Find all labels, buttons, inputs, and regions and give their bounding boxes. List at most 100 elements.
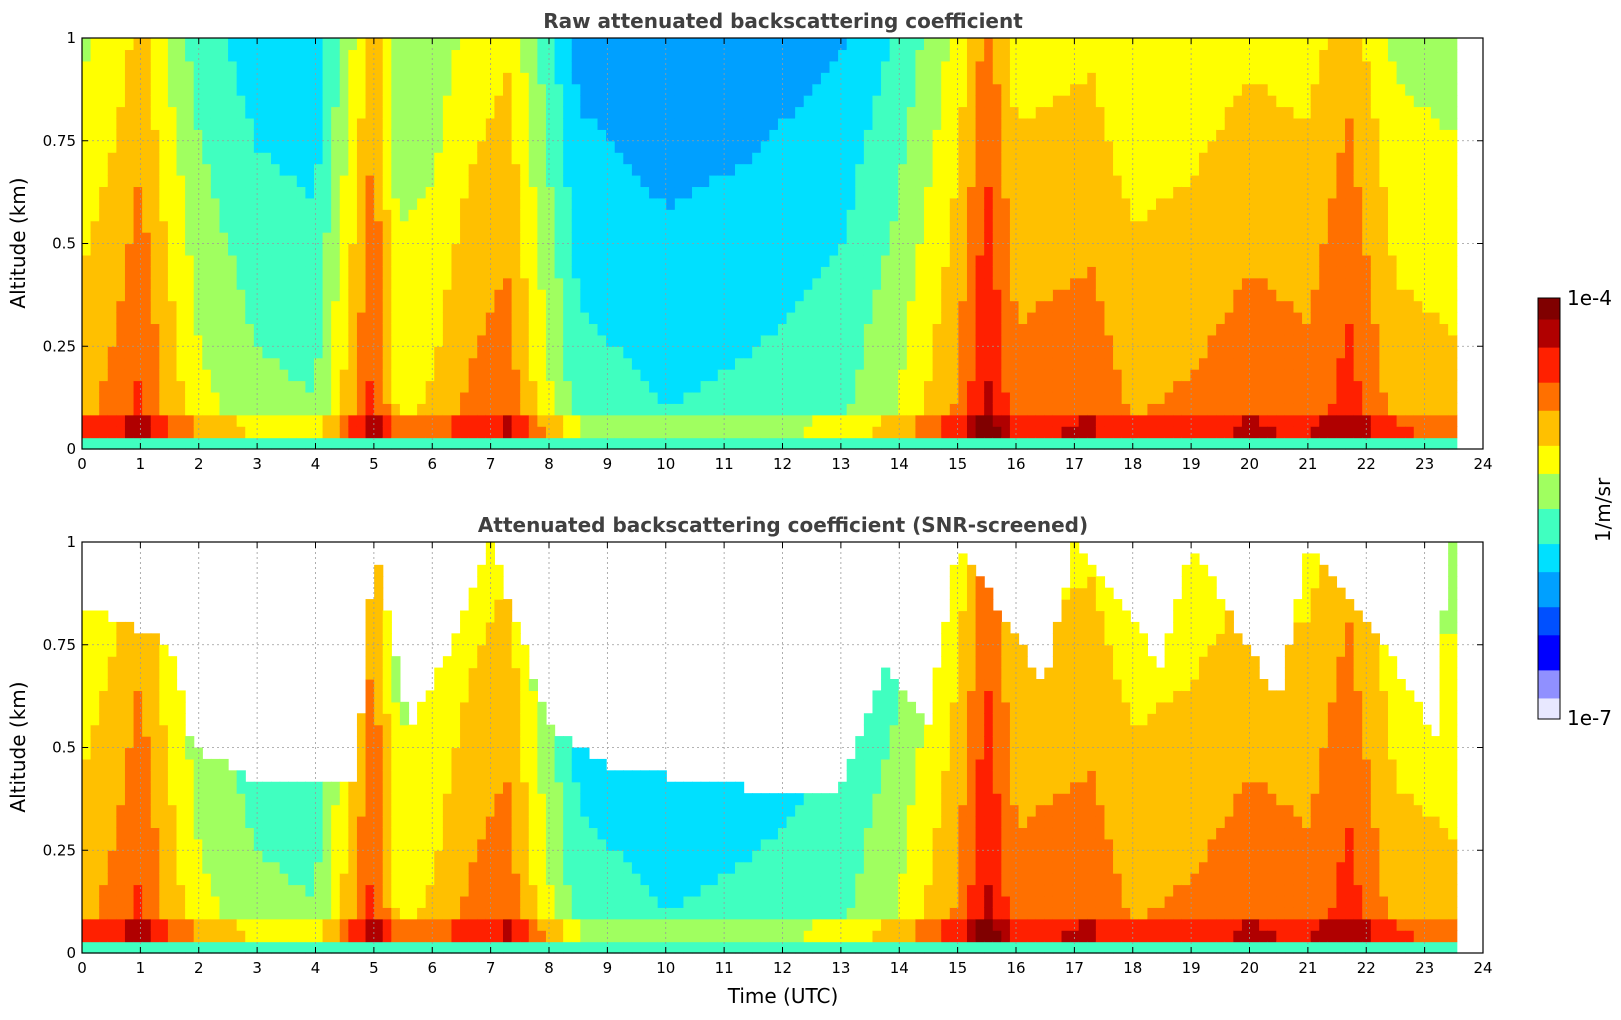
heatmap-cell <box>468 129 478 142</box>
heatmap-cell <box>82 232 92 245</box>
heatmap-cell <box>1104 277 1114 290</box>
heatmap-cell <box>1224 49 1234 62</box>
heatmap-cell <box>313 357 324 370</box>
heatmap-cell <box>185 38 195 51</box>
heatmap-cell <box>348 334 358 347</box>
heatmap-cell <box>1052 232 1063 245</box>
heatmap-cell <box>99 346 109 359</box>
heatmap-cell <box>966 266 977 279</box>
heatmap-cell <box>881 129 891 142</box>
heatmap-cell <box>1078 38 1088 51</box>
heatmap-cell <box>941 152 951 165</box>
heatmap-cell <box>82 197 92 210</box>
heatmap-cell <box>855 140 865 153</box>
heatmap-cell <box>408 266 418 279</box>
heatmap-cell <box>941 117 951 130</box>
heatmap-cell <box>99 72 109 85</box>
heatmap-cell <box>176 323 186 336</box>
heatmap-cell <box>1259 426 1269 439</box>
heatmap-cell <box>829 140 839 153</box>
heatmap-cell <box>597 186 607 199</box>
heatmap-cell <box>872 232 882 245</box>
heatmap-cell <box>563 312 573 325</box>
heatmap-cell <box>1224 106 1234 119</box>
heatmap-cell <box>150 403 160 416</box>
heatmap-cell <box>709 72 719 85</box>
heatmap-cell <box>219 277 229 290</box>
heatmap-cell <box>365 380 375 393</box>
heatmap-cell <box>425 369 435 382</box>
heatmap-cell <box>992 437 1002 450</box>
heatmap-cell <box>1113 323 1123 336</box>
heatmap-cell <box>417 175 427 188</box>
heatmap-cell <box>193 209 203 222</box>
heatmap-cell <box>408 380 418 393</box>
heatmap-cell <box>288 369 298 382</box>
heatmap-cell <box>1198 437 1209 450</box>
heatmap-cell <box>116 426 126 439</box>
heatmap-cell <box>133 38 143 51</box>
heatmap-cell <box>245 140 255 153</box>
heatmap-cell <box>932 312 942 325</box>
heatmap-cell <box>537 175 547 188</box>
heatmap-cell <box>924 437 934 450</box>
heatmap-cell <box>640 357 650 370</box>
heatmap-cell <box>374 277 384 290</box>
heatmap-cell <box>1001 83 1011 96</box>
heatmap-cell <box>1027 312 1037 325</box>
heatmap-cell <box>382 232 392 245</box>
heatmap-cell <box>1190 346 1200 359</box>
heatmap-cell <box>142 323 152 336</box>
heatmap-cell <box>889 220 899 233</box>
heatmap-cell <box>700 357 710 370</box>
heatmap-cell <box>941 357 951 370</box>
heatmap-cell <box>571 380 581 393</box>
heatmap-cell <box>313 289 324 302</box>
heatmap-cell <box>1138 220 1149 233</box>
heatmap-cell <box>554 209 564 222</box>
heatmap-cell <box>717 220 727 233</box>
heatmap-cell <box>236 95 246 108</box>
heatmap-cell <box>1095 117 1106 130</box>
heatmap-cell <box>1216 220 1226 233</box>
heatmap-cell <box>1130 117 1140 130</box>
heatmap-cell <box>1233 403 1243 416</box>
heatmap-cell <box>331 369 341 382</box>
heatmap-cell <box>1104 220 1114 233</box>
heatmap-cell <box>614 369 624 382</box>
heatmap-cell <box>339 289 349 302</box>
heatmap-cell <box>709 83 719 96</box>
heatmap-cell <box>511 117 521 130</box>
heatmap-cell <box>1009 266 1020 279</box>
heatmap-cell <box>228 49 238 62</box>
heatmap-cell <box>425 300 435 313</box>
heatmap-cell <box>339 220 349 233</box>
heatmap-cell <box>649 49 659 62</box>
heatmap-cell <box>1061 300 1071 313</box>
heatmap-cell <box>1190 83 1200 96</box>
heatmap-cell <box>1216 300 1226 313</box>
heatmap-cell <box>167 117 178 130</box>
heatmap-cell <box>1241 426 1252 439</box>
heatmap-cell <box>777 334 788 347</box>
heatmap-cell <box>271 266 281 279</box>
heatmap-cell <box>777 209 788 222</box>
heatmap-cell <box>442 209 453 222</box>
heatmap-cell <box>614 106 624 119</box>
heatmap-cell <box>374 117 384 130</box>
heatmap-cell <box>863 163 874 176</box>
heatmap-cell <box>1267 369 1277 382</box>
heatmap-cell <box>296 117 306 130</box>
heatmap-cell <box>1241 152 1252 165</box>
heatmap-cell <box>1173 209 1183 222</box>
heatmap-cell <box>279 83 289 96</box>
heatmap-cell <box>863 334 874 347</box>
heatmap-cell <box>984 60 994 73</box>
heatmap-cell <box>1078 243 1088 256</box>
heatmap-cell <box>1173 49 1183 62</box>
heatmap-cell <box>795 346 805 359</box>
heatmap-cell <box>408 300 418 313</box>
heatmap-cell <box>1164 209 1174 222</box>
heatmap-cell <box>958 106 968 119</box>
heatmap-cell <box>176 175 186 188</box>
